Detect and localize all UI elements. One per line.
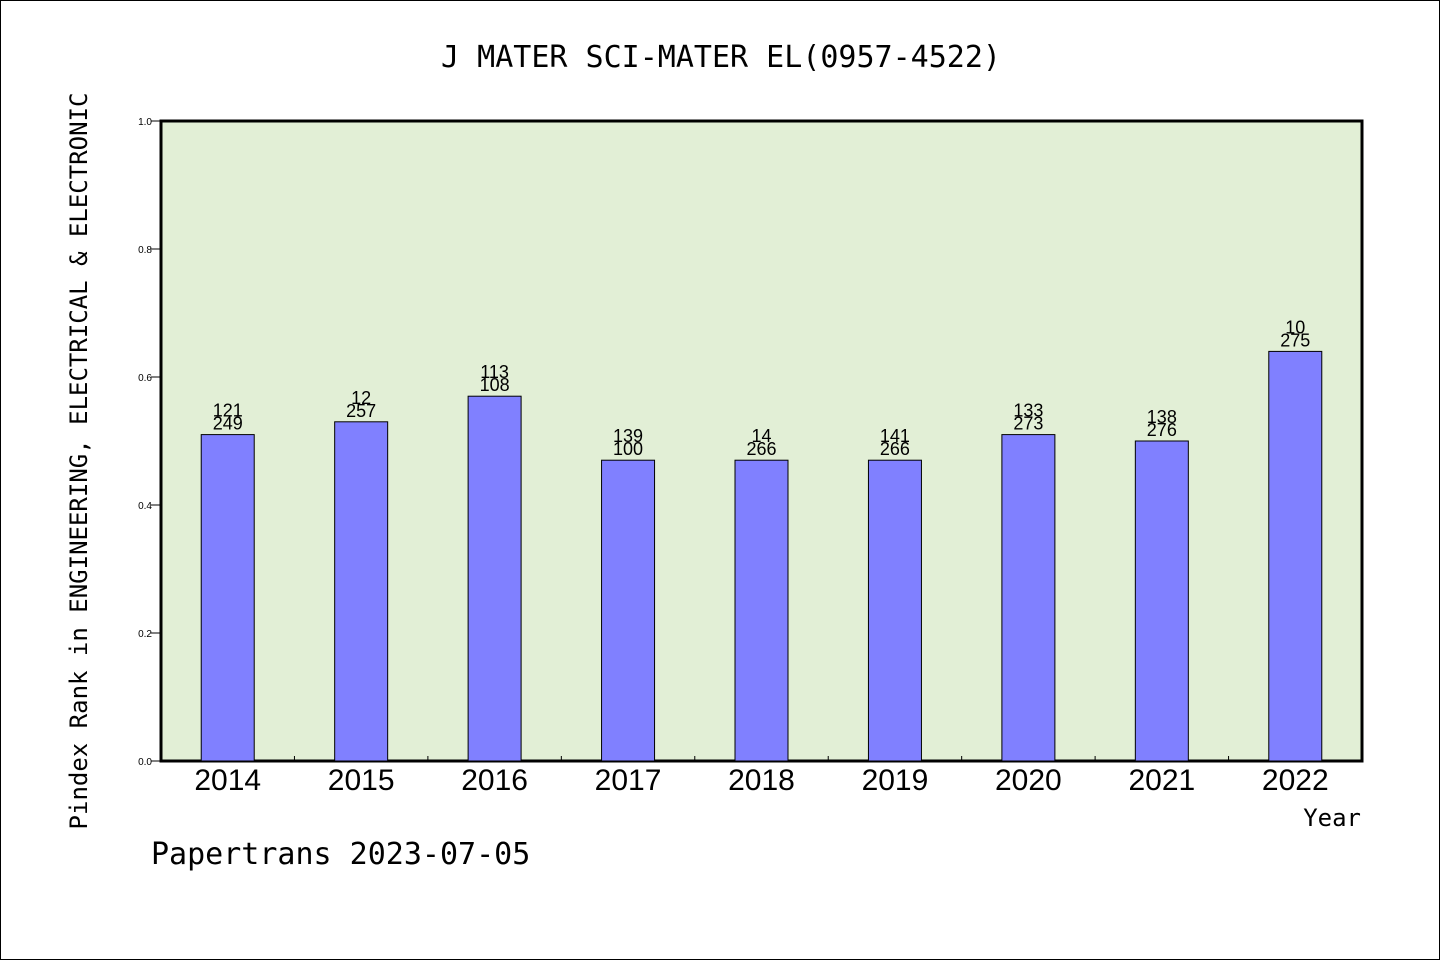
x-tick-label: 2020 [995,764,1062,797]
y-tick-label: 0.2 [138,629,152,640]
x-tick-label: 2019 [862,764,929,797]
bar [734,459,789,762]
bar [467,395,522,762]
x-tick-label: 2016 [461,764,528,797]
x-tick-label: 2017 [595,764,662,797]
y-tick-label: 0.0 [138,757,152,768]
bar [1134,440,1189,762]
bar-label-bottom: 108 [480,375,510,395]
bar-label-top: 121 [213,401,243,421]
x-tick-label: 2022 [1262,764,1329,797]
bar [200,434,255,762]
bar-label-top: 141 [880,426,910,446]
y-tick-label: 0.8 [138,245,152,256]
bar [334,421,389,762]
bar-label-bottom: 266 [746,439,776,459]
bar-label-top: 12 [351,388,371,408]
bar-label-top: 138 [1147,407,1177,427]
bar-label-top: 139 [613,426,643,446]
bars [200,350,1323,762]
y-tick-label: 0.6 [138,373,152,384]
footer-credit: Papertrans 2023-07-05 [151,837,530,872]
x-tick-label: 2018 [728,764,795,797]
chart-title: J MATER SCI-MATER EL(0957-4522) [441,40,1001,75]
bar-label-top: 10 [1285,317,1305,337]
y-tick-label: 0.4 [138,501,152,512]
x-axis-label: Year [1303,804,1361,832]
x-tick-label: 2015 [328,764,395,797]
bar-labels: 1212491225711310813910014266141266133273… [213,317,1311,459]
bar [867,459,922,762]
bar-label-bottom: 275 [1280,330,1310,350]
x-tick-label: 2014 [194,764,261,797]
bar-label-bottom: 273 [1013,414,1043,434]
bar-label-bottom: 266 [880,439,910,459]
bar-label-top: 133 [1013,401,1043,421]
bar-label-bottom: 249 [213,414,243,434]
bar [601,459,656,762]
bar-label-top: 113 [480,362,509,382]
x-axis: 2014 2015 2016 2017 2018 2019 2020 2021 2022 [194,756,1329,797]
bar [1268,350,1323,762]
bar [1001,434,1056,762]
y-tick-label: 1.0 [138,117,152,128]
y-axis-label: Pindex Rank in ENGINEERING, ELECTRICAL &… [65,93,93,830]
bar-label-bottom: 276 [1147,420,1177,440]
bar-label-bottom: 100 [613,439,643,459]
bar-label-bottom: 257 [346,401,376,421]
y-axis: 0.0 0.2 0.4 0.6 0.8 1.0 [138,117,161,768]
x-tick-label: 2021 [1128,764,1195,797]
bar-label-top: 14 [751,426,771,446]
